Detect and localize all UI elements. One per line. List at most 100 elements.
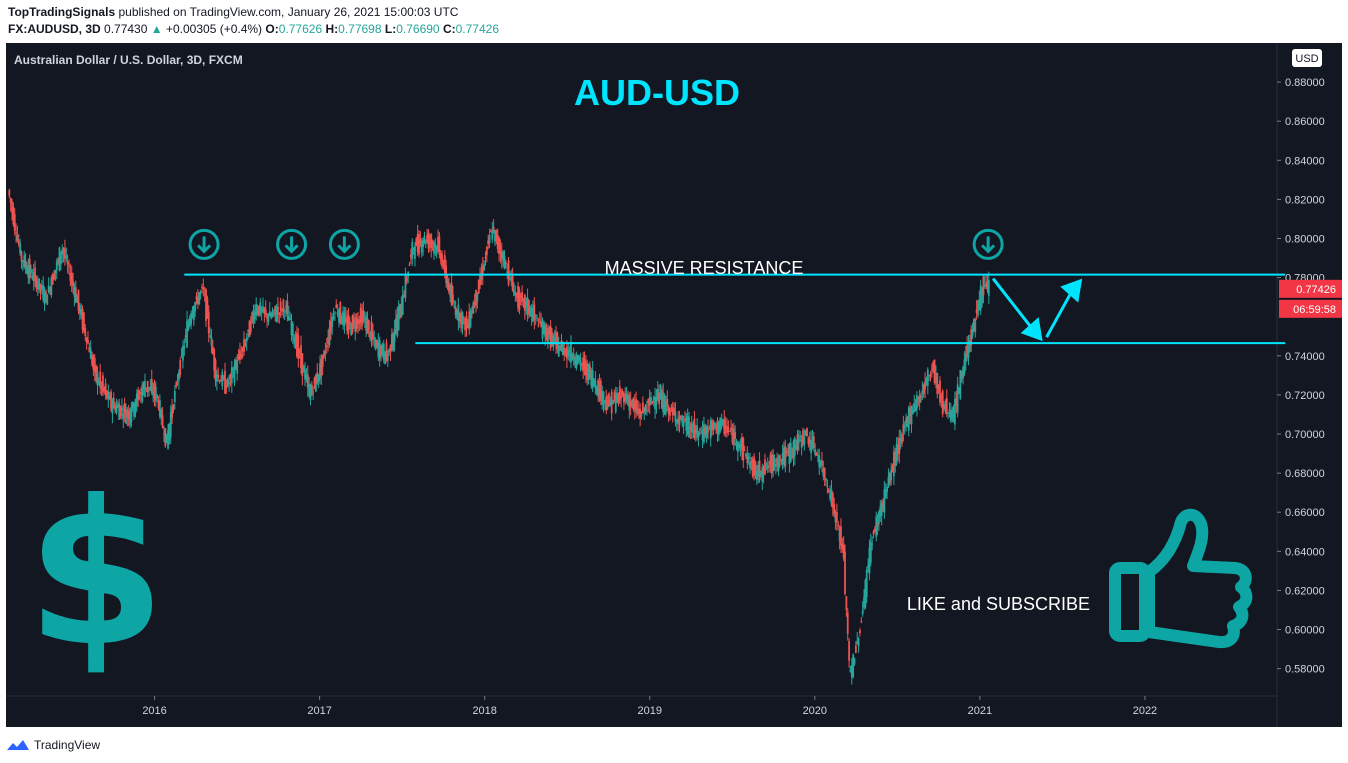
candle-body	[602, 391, 605, 404]
candle-body	[932, 362, 935, 372]
candle-body	[529, 307, 532, 317]
currency-badge[interactable]: USD	[1292, 49, 1322, 67]
candle-body	[422, 240, 424, 247]
candle-body	[400, 304, 403, 318]
candle-body	[666, 398, 669, 406]
candle-body	[351, 315, 354, 333]
candle-body	[186, 320, 188, 347]
x-axis[interactable]: 2016 2017 2018 2019 2020 2021 2022	[142, 696, 1157, 717]
candle-body	[922, 384, 925, 394]
candle-body	[979, 285, 982, 311]
candle-body	[224, 370, 226, 394]
candle-body	[636, 409, 639, 414]
publisher-name[interactable]: TopTradingSignals	[8, 5, 116, 19]
candle-body	[542, 321, 545, 334]
candle-body	[704, 426, 707, 435]
candle-body	[210, 337, 213, 346]
candle-body	[962, 367, 964, 379]
candle-body	[742, 438, 745, 461]
candle-body	[869, 542, 872, 563]
candle-body	[386, 352, 389, 361]
price-chart[interactable]: 0.880000.860000.840000.820000.800000.780…	[6, 43, 1342, 727]
candle-body	[32, 272, 35, 282]
candle-body	[523, 294, 526, 312]
candle-body	[731, 432, 734, 443]
candle-body	[646, 410, 648, 412]
candle-body	[485, 246, 488, 256]
candle-body	[262, 306, 264, 312]
y-axis[interactable]: 0.880000.860000.840000.820000.800000.780…	[1277, 77, 1325, 676]
candle-body	[510, 277, 513, 282]
candle-body	[302, 365, 305, 373]
candle-body	[418, 234, 420, 255]
candle-body	[255, 303, 258, 316]
candle-body	[616, 395, 619, 403]
candle-body	[152, 391, 155, 396]
candle-body	[892, 451, 895, 477]
candle-body	[473, 301, 476, 305]
candle-body	[454, 306, 457, 316]
candle-body	[108, 395, 111, 400]
candle-body	[460, 313, 462, 325]
candle-body	[211, 346, 214, 354]
candle-body	[507, 260, 510, 285]
candle-body	[494, 230, 496, 242]
projection-up-arrow	[1045, 278, 1083, 338]
y-tick-label: 0.84000	[1285, 155, 1325, 167]
header: TopTradingSignals published on TradingVi…	[8, 4, 499, 38]
candle-body	[506, 271, 509, 274]
candle-body	[954, 398, 956, 425]
candle-body	[129, 408, 131, 426]
candle-body	[111, 401, 114, 414]
candle-body	[692, 430, 694, 434]
candle-body	[190, 312, 192, 325]
candle-body	[863, 596, 865, 608]
candle-body	[304, 369, 306, 380]
candle-body	[660, 389, 663, 409]
candle-body	[239, 350, 241, 360]
candle-body	[240, 354, 243, 357]
candle-body	[982, 276, 985, 296]
candle-body	[177, 372, 180, 381]
candle-body	[316, 372, 319, 384]
candle-body	[431, 242, 434, 245]
candle-body	[608, 393, 610, 405]
candle-body	[81, 308, 84, 330]
candle-body	[530, 307, 533, 317]
svg-text:$: $	[26, 458, 165, 691]
candle-body	[93, 357, 96, 372]
candle-body	[849, 668, 852, 673]
candle-body	[568, 354, 571, 356]
candle-body	[551, 331, 553, 340]
candle-body	[837, 524, 840, 526]
x-tick-label: 2022	[1133, 705, 1157, 717]
candle-body	[693, 418, 696, 438]
y-tick-label: 0.74000	[1285, 351, 1325, 363]
candle-body	[605, 396, 608, 411]
candle-body	[959, 370, 962, 399]
candle-body	[973, 319, 975, 332]
candle-body	[396, 314, 399, 336]
candle-body	[125, 409, 127, 424]
candle-body	[359, 308, 362, 323]
candle-body	[570, 343, 572, 363]
candle-body	[856, 641, 859, 644]
candle-body	[722, 419, 724, 423]
candle-body	[324, 351, 327, 355]
candle-body	[373, 337, 376, 339]
footer[interactable]: TradingView	[6, 735, 100, 755]
candle-body	[344, 316, 347, 322]
candle-body	[910, 406, 913, 425]
candle-body	[85, 337, 88, 343]
candle-body	[781, 453, 784, 465]
candle-body	[365, 315, 368, 331]
candle-body	[395, 318, 397, 328]
candle-body	[405, 277, 408, 282]
candle-body	[471, 310, 473, 314]
candle-body	[669, 409, 671, 416]
candle-body	[609, 400, 612, 406]
candle-body	[39, 284, 42, 291]
candle-body	[131, 401, 134, 409]
candle-body	[491, 230, 494, 240]
candle-body	[266, 313, 268, 319]
